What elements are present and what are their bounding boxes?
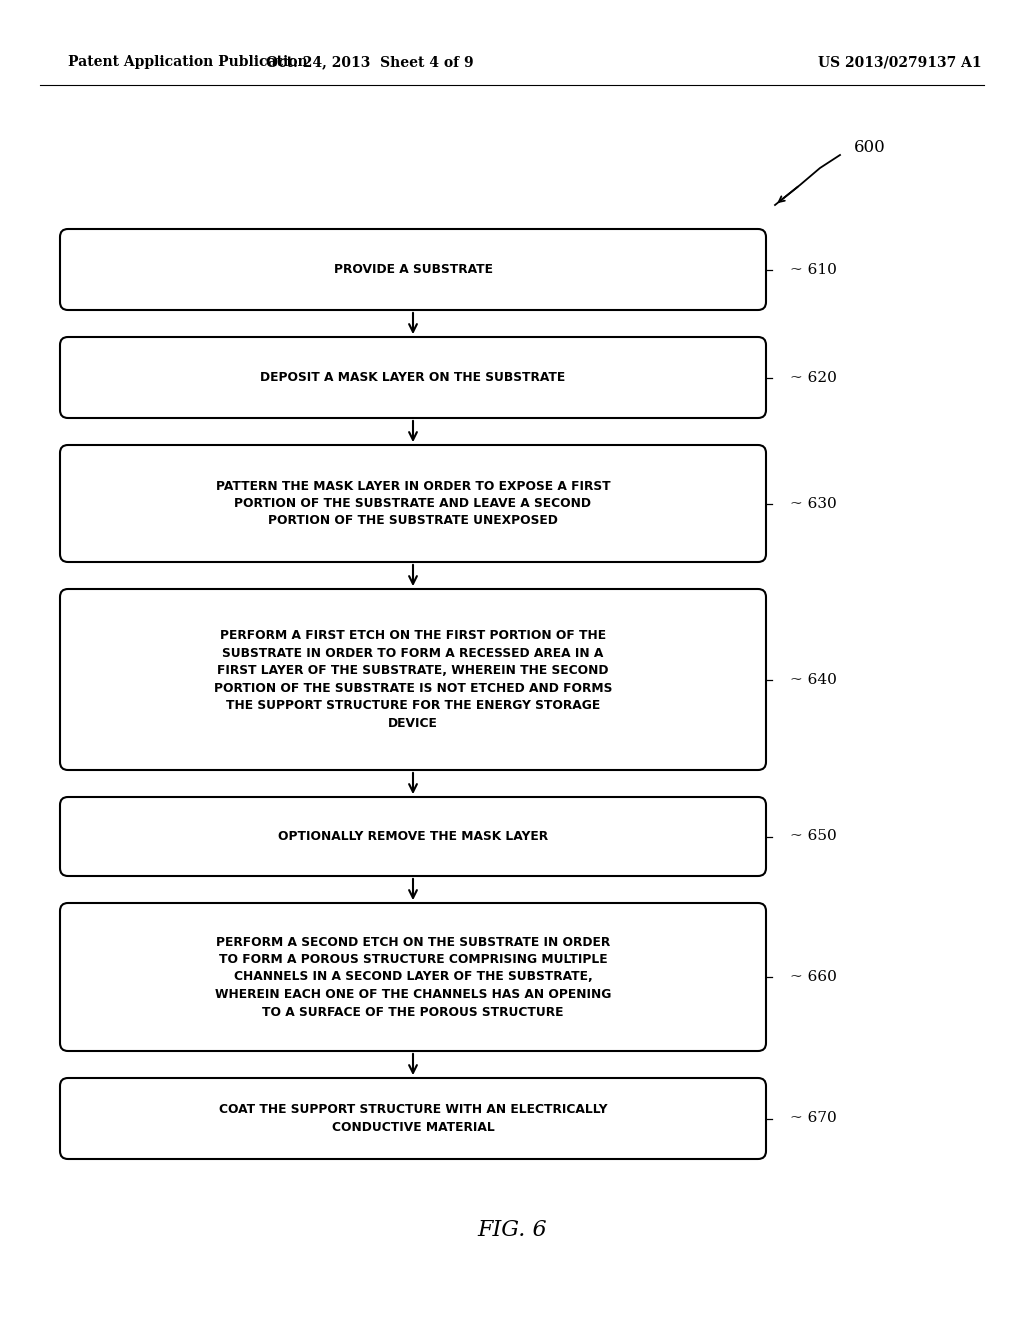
Text: PERFORM A SECOND ETCH ON THE SUBSTRATE IN ORDER
TO FORM A POROUS STRUCTURE COMPR: PERFORM A SECOND ETCH ON THE SUBSTRATE I…: [215, 936, 611, 1019]
Text: US 2013/0279137 A1: US 2013/0279137 A1: [818, 55, 982, 69]
Text: PATTERN THE MASK LAYER IN ORDER TO EXPOSE A FIRST
PORTION OF THE SUBSTRATE AND L: PATTERN THE MASK LAYER IN ORDER TO EXPOS…: [216, 479, 610, 528]
Text: Oct. 24, 2013  Sheet 4 of 9: Oct. 24, 2013 Sheet 4 of 9: [266, 55, 474, 69]
Text: ~ 610: ~ 610: [790, 263, 837, 276]
Text: ~ 620: ~ 620: [790, 371, 837, 384]
FancyBboxPatch shape: [60, 797, 766, 876]
Text: ~ 630: ~ 630: [790, 496, 837, 511]
Text: 600: 600: [854, 140, 886, 157]
FancyBboxPatch shape: [60, 445, 766, 562]
FancyBboxPatch shape: [60, 337, 766, 418]
Text: OPTIONALLY REMOVE THE MASK LAYER: OPTIONALLY REMOVE THE MASK LAYER: [278, 830, 548, 843]
FancyBboxPatch shape: [60, 903, 766, 1051]
FancyBboxPatch shape: [60, 228, 766, 310]
Text: ~ 640: ~ 640: [790, 672, 837, 686]
Text: PROVIDE A SUBSTRATE: PROVIDE A SUBSTRATE: [334, 263, 493, 276]
Text: PERFORM A FIRST ETCH ON THE FIRST PORTION OF THE
SUBSTRATE IN ORDER TO FORM A RE: PERFORM A FIRST ETCH ON THE FIRST PORTIO…: [214, 630, 612, 730]
Text: ~ 670: ~ 670: [790, 1111, 837, 1126]
FancyBboxPatch shape: [60, 589, 766, 770]
FancyBboxPatch shape: [60, 1078, 766, 1159]
Text: Patent Application Publication: Patent Application Publication: [68, 55, 307, 69]
Text: DEPOSIT A MASK LAYER ON THE SUBSTRATE: DEPOSIT A MASK LAYER ON THE SUBSTRATE: [260, 371, 565, 384]
Text: FIG. 6: FIG. 6: [477, 1218, 547, 1241]
Text: ~ 660: ~ 660: [790, 970, 837, 983]
Text: COAT THE SUPPORT STRUCTURE WITH AN ELECTRICALLY
CONDUCTIVE MATERIAL: COAT THE SUPPORT STRUCTURE WITH AN ELECT…: [219, 1104, 607, 1134]
Text: ~ 650: ~ 650: [790, 829, 837, 843]
